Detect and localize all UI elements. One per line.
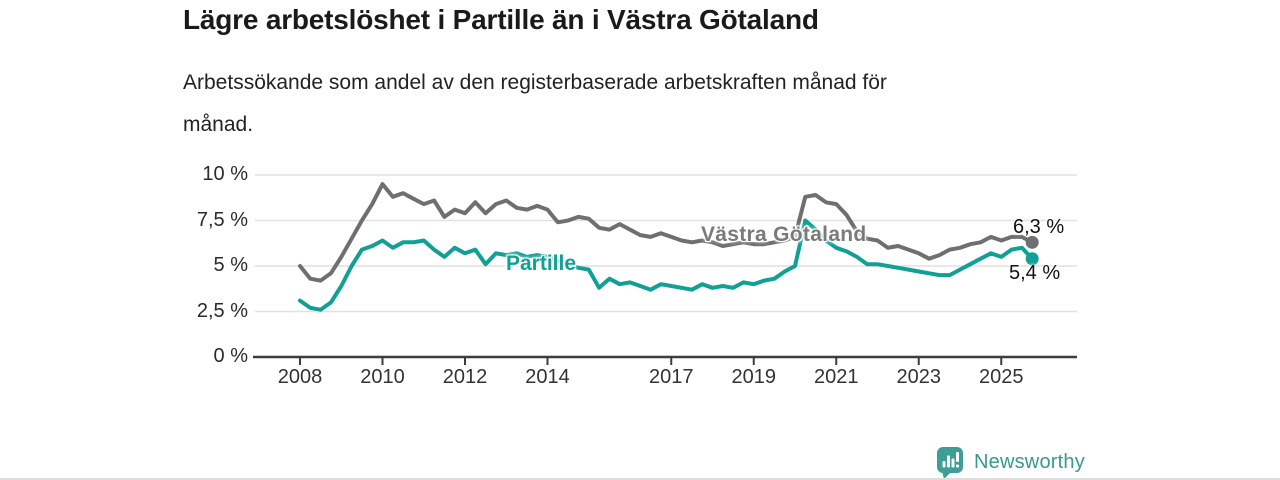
- x-axis-tick-label: 2025: [979, 366, 1024, 388]
- newsworthy-logo-icon: [937, 447, 963, 479]
- x-axis-tick-label: 2023: [896, 366, 942, 388]
- x-axis-tick-label: 2017: [649, 366, 694, 388]
- newsworthy-wordmark: Newsworthy: [974, 451, 1085, 473]
- x-axis-tick-label: 2021: [814, 366, 859, 388]
- y-axis-tick-label: 5 %: [213, 254, 248, 276]
- x-axis-tick-label: 2019: [731, 366, 777, 388]
- series-line: [298, 182, 1035, 283]
- x-axis-tick-label: 2014: [525, 366, 570, 388]
- series-label-partille: Partille: [506, 252, 577, 275]
- x-axis-tick-label: 2010: [360, 366, 405, 388]
- series-end-dot: [1025, 235, 1039, 249]
- series-line: [298, 218, 1035, 312]
- y-axis-tick-label: 2,5 %: [196, 299, 248, 322]
- series-label-vastra-gotaland: Västra Götaland: [701, 223, 867, 246]
- y-axis-tick-label: 7,5 %: [196, 208, 248, 231]
- end-value-partille: 5,4 %: [1009, 262, 1061, 284]
- chart-subtitle: Arbetssökande som andel av den registerb…: [183, 71, 887, 136]
- page-title: Lägre arbetslöshet i Partille än i Västr…: [183, 4, 819, 35]
- x-axis-tick-label: 2008: [277, 366, 323, 388]
- bottom-divider: [0, 478, 1280, 480]
- newsworthy-logo: Newsworthy: [936, 446, 1085, 480]
- y-axis-tick-label: 0 %: [213, 345, 248, 367]
- end-value-vastra-gotaland: 6,3 %: [1013, 216, 1065, 238]
- y-axis-tick-label: 10 %: [202, 163, 248, 185]
- series-end-dot: [1025, 252, 1039, 266]
- x-axis-tick-label: 2012: [442, 366, 488, 388]
